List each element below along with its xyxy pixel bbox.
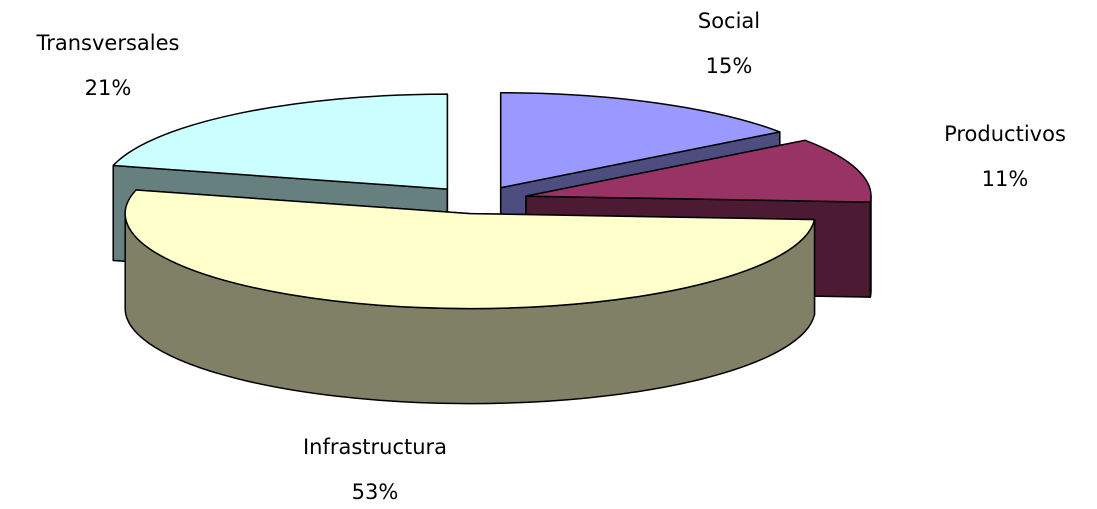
value-label: 21% [85,76,132,100]
category-label: Infrastructura [303,435,447,459]
category-label: Social [698,9,760,33]
slice [124,189,816,310]
category-label: Transversales [36,31,180,55]
slice [499,91,781,189]
value-label: 53% [352,480,399,504]
slice-side [869,195,872,298]
slice [525,139,872,203]
slice [112,93,449,190]
value-label: 11% [982,167,1029,191]
value-label: 15% [706,54,753,78]
category-label: Productivos [944,122,1066,146]
